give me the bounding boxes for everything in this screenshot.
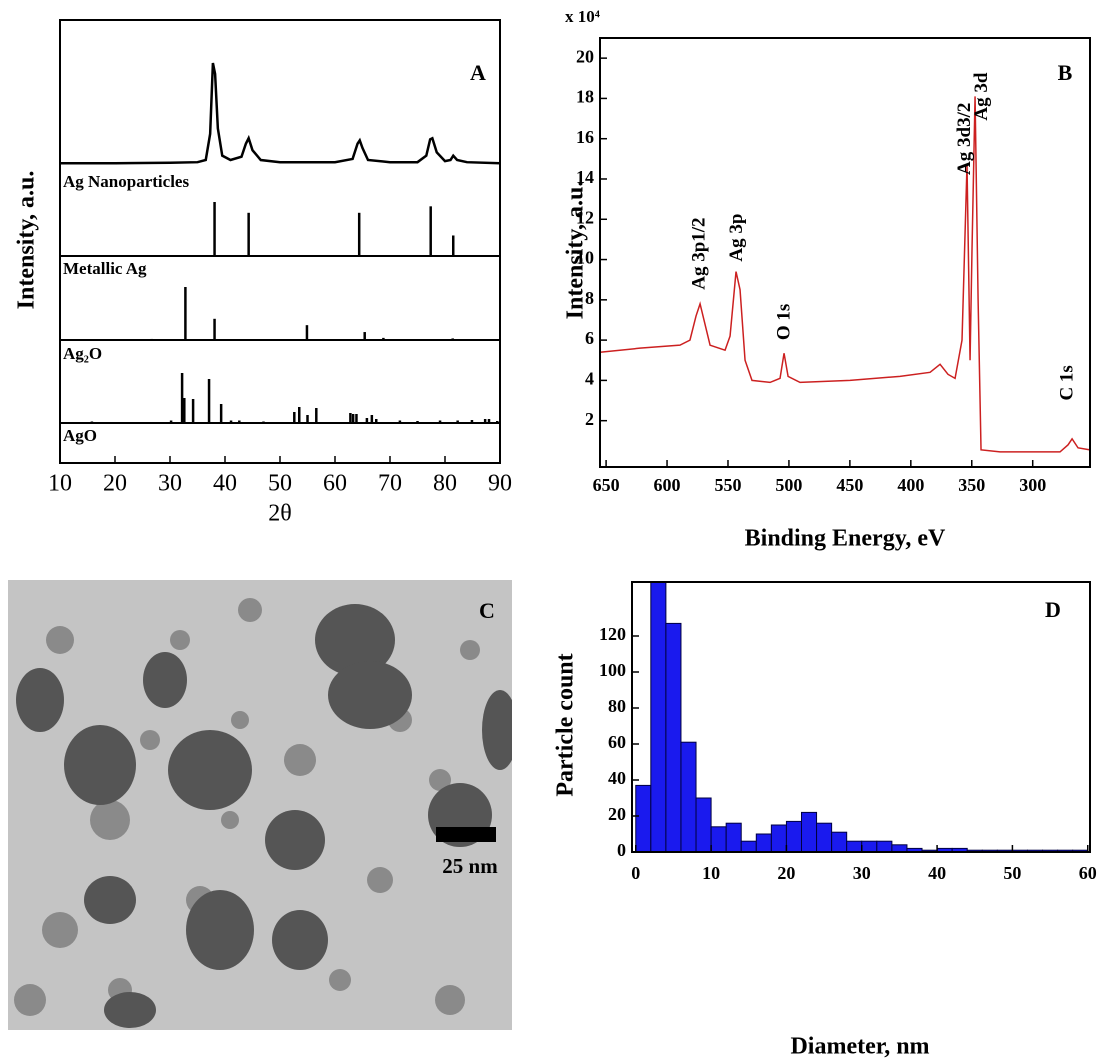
y-tick-label: 16 <box>576 127 594 147</box>
histogram-bar <box>695 797 712 852</box>
y-tick-label: 18 <box>576 87 594 107</box>
histogram-bar <box>785 820 802 852</box>
xrd-curve <box>60 62 501 165</box>
x-tick-label: 550 <box>714 475 741 495</box>
x-tick-label: 300 <box>1019 475 1046 495</box>
x-tick-label: 50 <box>1003 863 1021 883</box>
peak-annotation: Ag 3p1/2 <box>688 217 709 289</box>
x-tick-label: 70 <box>378 471 402 497</box>
histogram-bar <box>800 811 818 852</box>
phase-label: Metallic Ag <box>63 259 147 278</box>
phase-label: Ag Nanoparticles <box>63 172 189 191</box>
peak-annotation: Ag 3d3/2 <box>954 103 975 175</box>
x-tick-label: 60 <box>323 471 347 497</box>
large-particles <box>16 604 512 1028</box>
y-tick-label: 60 <box>608 732 626 752</box>
y-tick-label: 20 <box>576 46 594 66</box>
histogram-bar <box>876 840 893 852</box>
histogram-bar <box>635 784 652 852</box>
x-tick-label: 500 <box>775 475 802 495</box>
histogram-bar <box>846 840 863 852</box>
x-tick-label: 50 <box>268 471 292 497</box>
plot-frame <box>599 37 1091 468</box>
histogram-bar <box>891 844 908 852</box>
histogram-bar <box>770 824 787 852</box>
histogram-bar <box>725 822 742 852</box>
y-axis-label: Intensity, a.u. <box>563 181 589 320</box>
y-tick-label: 120 <box>599 624 626 644</box>
scale-bar-label: 25 nm <box>442 854 498 878</box>
x-tick-label: 90 <box>488 471 512 497</box>
plot-frame <box>631 581 1091 853</box>
y-tick-label: 14 <box>576 167 594 187</box>
panel-label: A <box>470 60 486 85</box>
x-tick-label: 600 <box>654 475 681 495</box>
scale-bar <box>436 827 496 842</box>
histogram-bar <box>710 826 727 852</box>
x-tick-label: 10 <box>48 471 72 497</box>
x-tick-label: 80 <box>433 471 457 497</box>
histogram-bar <box>861 840 878 852</box>
x-tick-label: 0 <box>631 863 640 883</box>
small-particles <box>14 598 480 1016</box>
axis-multiplier: x 10⁴ <box>565 7 600 26</box>
histogram-bar <box>831 831 848 852</box>
y-tick-label: 10 <box>576 248 594 268</box>
x-axis-label: Diameter, nm <box>790 1034 929 1060</box>
phase-label: AgO <box>63 426 97 445</box>
x-tick-label: 40 <box>213 471 237 497</box>
y-tick-label: 100 <box>599 660 626 680</box>
x-tick-label: 30 <box>158 471 182 497</box>
panel-label: D <box>1045 597 1061 622</box>
panel-label: B <box>1058 60 1073 85</box>
y-tick-label: 4 <box>585 369 594 389</box>
histogram-bar <box>755 833 772 852</box>
x-tick-label: 650 <box>593 475 620 495</box>
x-tick-label: 350 <box>958 475 985 495</box>
y-tick-label: 12 <box>576 207 594 227</box>
x-tick-label: 400 <box>897 475 924 495</box>
tem-background <box>8 580 512 1030</box>
y-tick-label: 80 <box>608 696 626 716</box>
y-tick-label: 40 <box>608 768 626 788</box>
peak-annotation: C 1s <box>1056 365 1077 400</box>
histogram-bar <box>816 822 833 852</box>
x-tick-label: 30 <box>853 863 871 883</box>
x-tick-label: 10 <box>702 863 720 883</box>
histogram-bar <box>680 741 697 852</box>
y-tick-label: 20 <box>608 804 626 824</box>
x-tick-label: 450 <box>836 475 863 495</box>
y-axis-label: Intensity, a.u. <box>14 171 40 310</box>
histogram-bar <box>650 582 667 852</box>
tem-image <box>8 580 512 1030</box>
histogram-bar <box>665 622 682 852</box>
x-axis-label: Binding Energy, eV <box>745 526 946 552</box>
y-tick-label: 2 <box>585 409 594 429</box>
y-tick-label: 8 <box>585 288 594 308</box>
histogram-bar <box>740 840 757 852</box>
panel-label: C <box>479 598 495 623</box>
plot-frame <box>59 19 501 464</box>
x-tick-label: 60 <box>1079 863 1097 883</box>
x-tick-label: 20 <box>777 863 795 883</box>
spectrum-line <box>599 96 1091 453</box>
y-tick-label: 0 <box>617 840 626 860</box>
x-tick-label: 40 <box>928 863 946 883</box>
peak-annotation: O 1s <box>774 304 795 340</box>
phase-label: Ag₂O <box>63 344 102 363</box>
y-tick-label: 6 <box>585 328 594 348</box>
peak-annotation: Ag 3p <box>726 214 747 262</box>
x-tick-label: 20 <box>103 471 127 497</box>
x-axis-label: 2θ <box>268 501 292 527</box>
peak-annotation: Ag 3d <box>971 72 992 120</box>
y-axis-label: Particle count <box>553 653 579 796</box>
